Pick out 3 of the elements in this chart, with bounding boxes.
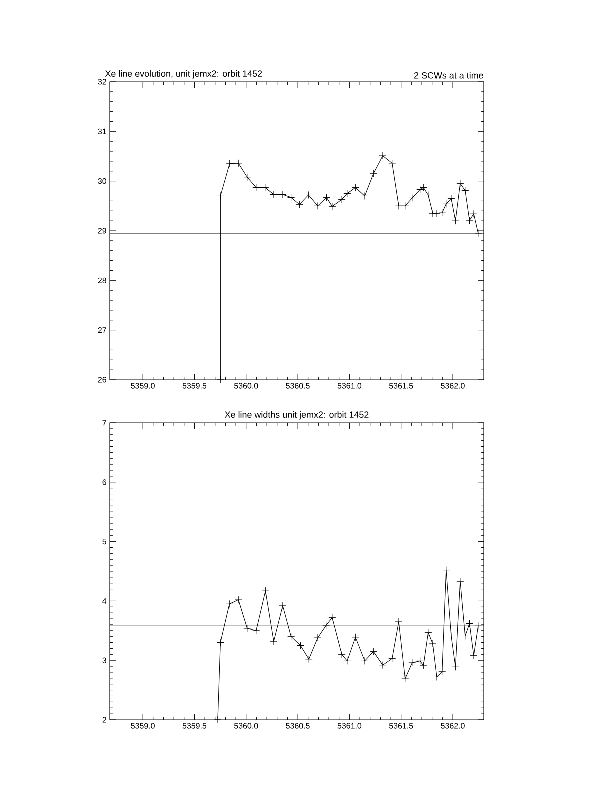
chart-title: Xe line widths unit jemx2: orbit 1452 — [225, 411, 369, 420]
chart-subtitle: 2 SCWs at a time — [414, 72, 484, 79]
chart-title: Xe line evolution, unit jemx2: orbit 1452 — [105, 70, 262, 79]
